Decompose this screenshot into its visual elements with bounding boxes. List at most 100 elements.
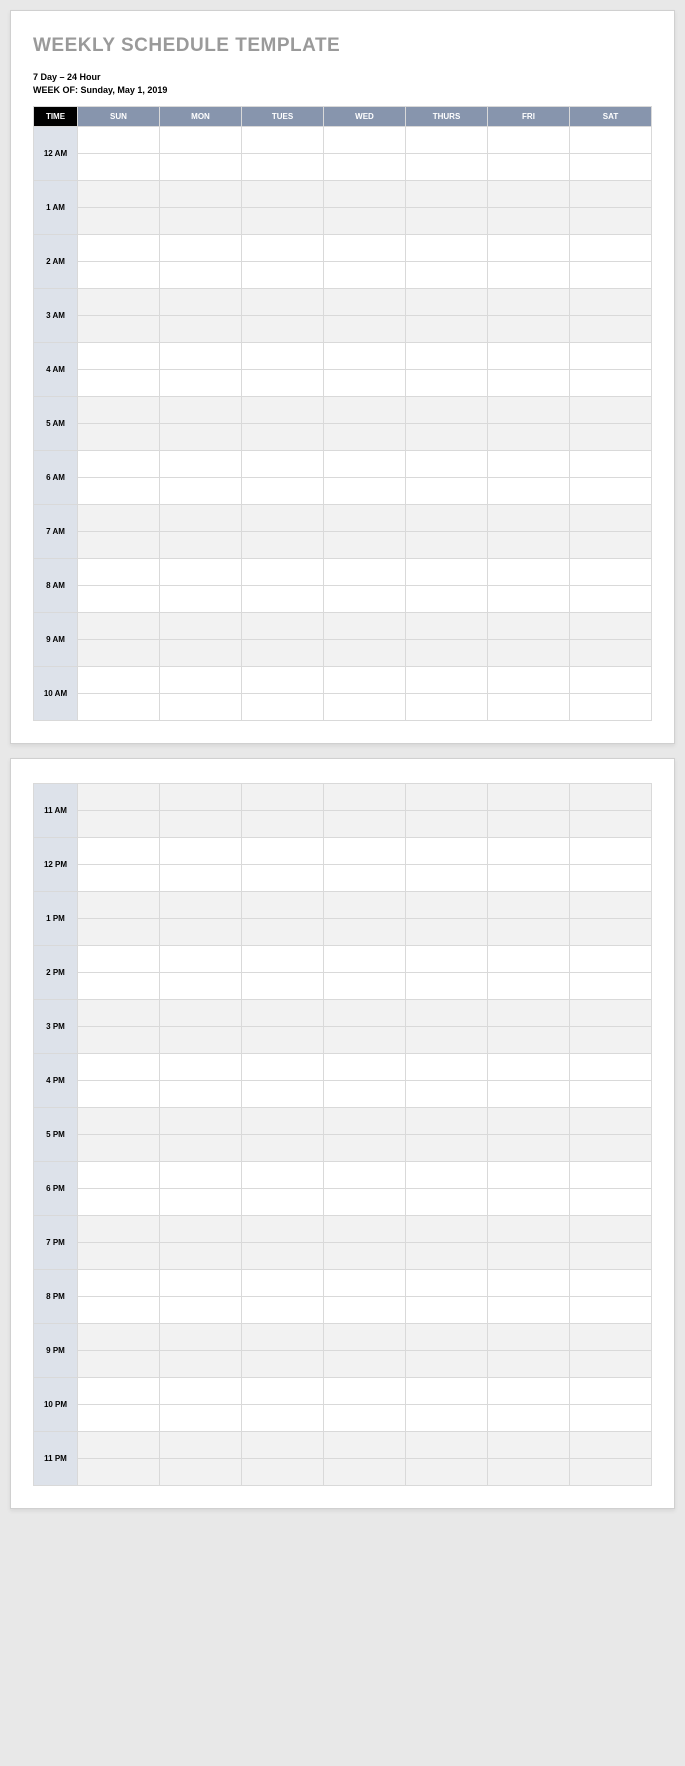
schedule-cell[interactable] xyxy=(160,811,242,838)
schedule-cell[interactable] xyxy=(78,1189,160,1216)
schedule-cell[interactable] xyxy=(78,559,160,586)
schedule-cell[interactable] xyxy=(488,586,570,613)
schedule-cell[interactable] xyxy=(78,208,160,235)
schedule-cell[interactable] xyxy=(488,316,570,343)
schedule-cell[interactable] xyxy=(406,1081,488,1108)
schedule-cell[interactable] xyxy=(488,397,570,424)
schedule-cell[interactable] xyxy=(570,1351,652,1378)
schedule-cell[interactable] xyxy=(488,1135,570,1162)
schedule-cell[interactable] xyxy=(78,478,160,505)
schedule-cell[interactable] xyxy=(406,613,488,640)
schedule-cell[interactable] xyxy=(160,1189,242,1216)
schedule-cell[interactable] xyxy=(160,1351,242,1378)
schedule-cell[interactable] xyxy=(78,1000,160,1027)
schedule-cell[interactable] xyxy=(324,424,406,451)
schedule-cell[interactable] xyxy=(406,1216,488,1243)
schedule-cell[interactable] xyxy=(160,838,242,865)
schedule-cell[interactable] xyxy=(160,586,242,613)
schedule-cell[interactable] xyxy=(160,892,242,919)
schedule-cell[interactable] xyxy=(324,1351,406,1378)
schedule-cell[interactable] xyxy=(488,640,570,667)
schedule-cell[interactable] xyxy=(406,919,488,946)
schedule-cell[interactable] xyxy=(78,892,160,919)
schedule-cell[interactable] xyxy=(160,1324,242,1351)
schedule-cell[interactable] xyxy=(242,811,324,838)
schedule-cell[interactable] xyxy=(406,559,488,586)
schedule-cell[interactable] xyxy=(570,1378,652,1405)
schedule-cell[interactable] xyxy=(242,181,324,208)
schedule-cell[interactable] xyxy=(488,1297,570,1324)
schedule-cell[interactable] xyxy=(324,1405,406,1432)
schedule-cell[interactable] xyxy=(570,586,652,613)
schedule-cell[interactable] xyxy=(488,559,570,586)
schedule-cell[interactable] xyxy=(242,1432,324,1459)
schedule-cell[interactable] xyxy=(324,370,406,397)
schedule-cell[interactable] xyxy=(570,559,652,586)
schedule-cell[interactable] xyxy=(570,1054,652,1081)
schedule-cell[interactable] xyxy=(160,532,242,559)
schedule-cell[interactable] xyxy=(406,973,488,1000)
schedule-cell[interactable] xyxy=(488,1108,570,1135)
schedule-cell[interactable] xyxy=(78,1297,160,1324)
schedule-cell[interactable] xyxy=(570,127,652,154)
schedule-cell[interactable] xyxy=(160,1081,242,1108)
schedule-cell[interactable] xyxy=(488,1000,570,1027)
schedule-cell[interactable] xyxy=(406,1351,488,1378)
schedule-cell[interactable] xyxy=(78,811,160,838)
schedule-cell[interactable] xyxy=(242,892,324,919)
schedule-cell[interactable] xyxy=(160,424,242,451)
schedule-cell[interactable] xyxy=(242,235,324,262)
schedule-cell[interactable] xyxy=(570,838,652,865)
schedule-cell[interactable] xyxy=(324,1000,406,1027)
schedule-cell[interactable] xyxy=(488,451,570,478)
schedule-cell[interactable] xyxy=(488,1081,570,1108)
schedule-cell[interactable] xyxy=(242,1135,324,1162)
schedule-cell[interactable] xyxy=(78,640,160,667)
schedule-cell[interactable] xyxy=(160,208,242,235)
schedule-cell[interactable] xyxy=(242,208,324,235)
schedule-cell[interactable] xyxy=(160,865,242,892)
schedule-cell[interactable] xyxy=(78,1162,160,1189)
schedule-cell[interactable] xyxy=(406,586,488,613)
schedule-cell[interactable] xyxy=(160,451,242,478)
schedule-cell[interactable] xyxy=(406,1162,488,1189)
schedule-cell[interactable] xyxy=(570,892,652,919)
schedule-cell[interactable] xyxy=(406,1027,488,1054)
schedule-cell[interactable] xyxy=(324,532,406,559)
schedule-cell[interactable] xyxy=(160,1405,242,1432)
schedule-cell[interactable] xyxy=(406,1270,488,1297)
schedule-cell[interactable] xyxy=(242,451,324,478)
schedule-cell[interactable] xyxy=(160,1270,242,1297)
schedule-cell[interactable] xyxy=(488,946,570,973)
schedule-cell[interactable] xyxy=(488,1243,570,1270)
schedule-cell[interactable] xyxy=(570,505,652,532)
schedule-cell[interactable] xyxy=(406,181,488,208)
schedule-cell[interactable] xyxy=(570,154,652,181)
schedule-cell[interactable] xyxy=(570,946,652,973)
schedule-cell[interactable] xyxy=(78,919,160,946)
schedule-cell[interactable] xyxy=(488,838,570,865)
schedule-cell[interactable] xyxy=(78,865,160,892)
schedule-cell[interactable] xyxy=(324,1324,406,1351)
schedule-cell[interactable] xyxy=(570,667,652,694)
schedule-cell[interactable] xyxy=(324,397,406,424)
schedule-cell[interactable] xyxy=(160,262,242,289)
schedule-cell[interactable] xyxy=(488,424,570,451)
schedule-cell[interactable] xyxy=(488,865,570,892)
schedule-cell[interactable] xyxy=(570,1108,652,1135)
schedule-cell[interactable] xyxy=(324,127,406,154)
schedule-cell[interactable] xyxy=(488,919,570,946)
schedule-cell[interactable] xyxy=(488,1027,570,1054)
schedule-cell[interactable] xyxy=(242,1324,324,1351)
schedule-cell[interactable] xyxy=(570,208,652,235)
schedule-cell[interactable] xyxy=(324,559,406,586)
schedule-cell[interactable] xyxy=(324,1216,406,1243)
schedule-cell[interactable] xyxy=(324,838,406,865)
schedule-cell[interactable] xyxy=(242,1459,324,1486)
schedule-cell[interactable] xyxy=(160,370,242,397)
schedule-cell[interactable] xyxy=(570,181,652,208)
schedule-cell[interactable] xyxy=(324,613,406,640)
schedule-cell[interactable] xyxy=(488,784,570,811)
schedule-cell[interactable] xyxy=(242,127,324,154)
schedule-cell[interactable] xyxy=(488,262,570,289)
